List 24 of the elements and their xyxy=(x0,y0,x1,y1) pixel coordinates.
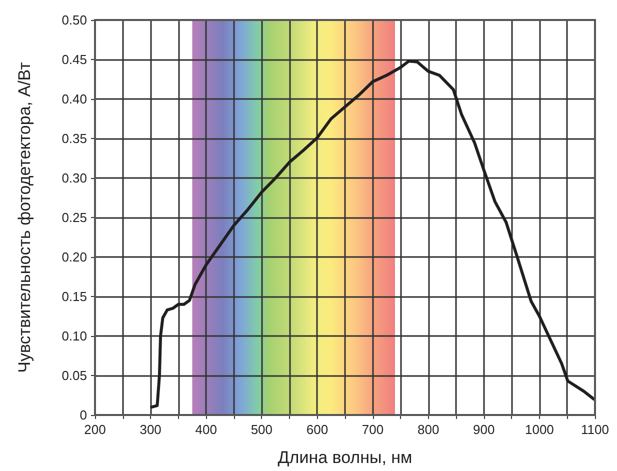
y-tick-label: 0.10 xyxy=(62,328,87,344)
y-tick-label: 0.45 xyxy=(62,52,87,67)
y-tick-label: 0.20 xyxy=(62,250,87,264)
x-tick-label: 200 xyxy=(84,422,106,437)
y-tick-label: 0 xyxy=(80,408,87,422)
y-tick-label: 0.30 xyxy=(62,170,87,186)
y-tick-label: 0.35 xyxy=(62,131,87,146)
y-tick-label: 0.15 xyxy=(62,289,87,304)
y-tick-label: 0.25 xyxy=(62,210,87,225)
x-axis-title: Длина волны, нм xyxy=(278,448,412,467)
y-tick-label: 0.40 xyxy=(62,92,87,106)
x-tick-label: 400 xyxy=(195,422,217,437)
x-tick-label: 1100 xyxy=(581,422,609,437)
y-tick-label: 0.50 xyxy=(62,12,87,28)
x-tick-label: 700 xyxy=(362,422,384,437)
x-tick-label: 900 xyxy=(473,422,495,437)
x-tick-label: 600 xyxy=(306,422,328,437)
x-tick-label: 800 xyxy=(417,422,440,437)
x-tick-label: 300 xyxy=(140,422,162,437)
y-tick-label: 0.05 xyxy=(62,368,87,383)
x-tick-label: 500 xyxy=(250,422,273,437)
line-series xyxy=(150,60,596,409)
x-tick-label: 1000 xyxy=(524,422,554,437)
y-axis-title: Чувствительность фотодетектора, А/Вт xyxy=(15,62,34,373)
